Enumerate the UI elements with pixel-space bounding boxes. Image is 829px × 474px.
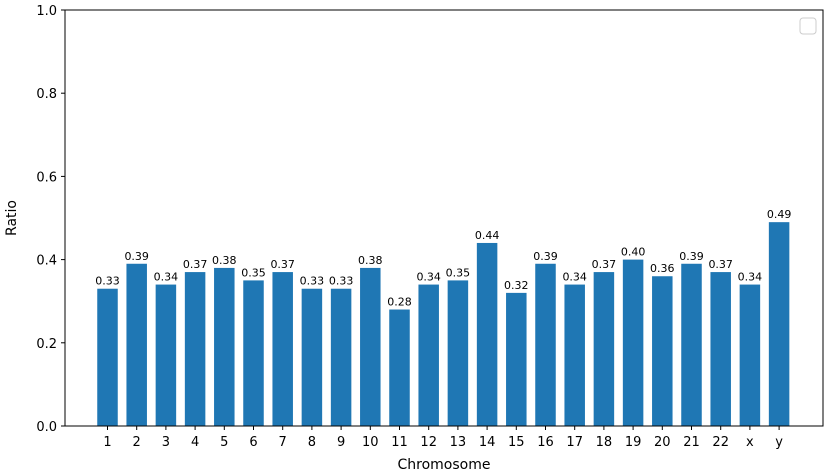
data-label-19: 0.40	[621, 246, 646, 259]
x-tick-label-18: 18	[596, 435, 613, 450]
data-label-15: 0.32	[504, 279, 529, 292]
x-tick-label-1: 1	[103, 435, 111, 450]
x-tick-label-19: 19	[625, 435, 642, 450]
data-label-2: 0.39	[124, 250, 149, 263]
y-tick-label-4: 0.8	[36, 87, 57, 102]
x-tick-label-13: 13	[450, 435, 467, 450]
data-label-6: 0.35	[241, 266, 266, 279]
y-tick-label-0: 0.0	[36, 420, 57, 435]
y-tick-label-1: 0.2	[36, 337, 57, 352]
y-axis-label: Ratio	[4, 200, 20, 236]
data-label-3: 0.34	[154, 271, 179, 284]
bar-chromosome-15	[506, 292, 527, 426]
data-label-17: 0.34	[562, 271, 587, 284]
bar-chromosome-4	[184, 272, 206, 426]
bar-chromosome-20	[652, 276, 673, 426]
x-tick-label-9: 9	[337, 435, 345, 450]
bar-chromosome-10	[360, 267, 381, 426]
x-axis: 1 2 3 4 5 6 7 8 9 10 11 12 13 14 15 16 17 18 19 20 21 22 x y	[103, 426, 783, 450]
data-label-18: 0.37	[592, 258, 617, 271]
data-label-9: 0.33	[329, 275, 354, 288]
x-tick-label-5: 5	[220, 435, 228, 450]
y-axis: 0.0 0.2 0.4 0.6 0.8 1.0	[36, 4, 65, 435]
bar-chromosome-7	[272, 272, 293, 426]
data-label-x: 0.34	[738, 271, 763, 284]
legend-box	[799, 17, 817, 35]
bar-chromosome-6	[243, 280, 264, 426]
y-tick-label-3: 0.6	[36, 170, 57, 185]
data-label-16: 0.39	[533, 250, 558, 263]
x-tick-label-y: y	[775, 435, 783, 450]
x-tick-label-3: 3	[162, 435, 170, 450]
x-tick-label-17: 17	[566, 435, 583, 450]
data-label-7: 0.37	[270, 258, 295, 271]
bar-chromosome-18	[593, 272, 615, 426]
data-labels-group: 0.33 0.39 0.34 0.37 0.38 0.35 0.37 0.33 0.33 0.38…	[95, 208, 791, 308]
data-label-14: 0.44	[475, 229, 500, 242]
data-label-y: 0.49	[767, 208, 792, 221]
data-label-13: 0.35	[446, 266, 471, 279]
x-tick-label-22: 22	[712, 435, 729, 450]
x-tick-label-8: 8	[308, 435, 316, 450]
bar-chromosome-14	[476, 242, 498, 426]
x-axis-label: Chromosome	[398, 457, 491, 473]
bar-chromosome-19	[622, 259, 644, 426]
x-tick-label-4: 4	[191, 435, 199, 450]
x-tick-label-7: 7	[279, 435, 287, 450]
data-label-22: 0.37	[708, 258, 733, 271]
y-tick-label-2: 0.4	[36, 254, 57, 269]
bar-chromosome-2	[126, 263, 147, 426]
x-tick-label-6: 6	[249, 435, 257, 450]
data-label-11: 0.28	[387, 296, 412, 309]
x-tick-label-x: x	[746, 435, 754, 450]
x-tick-label-12: 12	[420, 435, 437, 450]
plot-frame	[64, 9, 824, 427]
x-tick-label-21: 21	[683, 435, 700, 450]
x-tick-label-14: 14	[479, 435, 496, 450]
bar-chromosome-12	[418, 284, 439, 426]
data-label-10: 0.38	[358, 254, 383, 267]
bar-chromosome-11	[389, 309, 410, 426]
data-label-5: 0.38	[212, 254, 237, 267]
bar-chromosome-3	[155, 284, 177, 426]
data-label-4: 0.37	[183, 258, 208, 271]
x-tick-label-10: 10	[362, 435, 379, 450]
x-tick-label-2: 2	[133, 435, 141, 450]
bar-chromosome-16	[535, 263, 556, 426]
data-label-12: 0.34	[416, 271, 441, 284]
data-label-8: 0.33	[300, 275, 325, 288]
bar-chromosome-y	[768, 222, 790, 426]
bar-chromosome-8	[301, 288, 323, 426]
x-tick-label-16: 16	[537, 435, 554, 450]
bar-chromosome-5	[214, 267, 235, 426]
x-tick-label-11: 11	[391, 435, 408, 450]
bar-chromosome-21	[681, 263, 702, 426]
x-tick-label-15: 15	[508, 435, 525, 450]
bar-chromosome-17	[564, 284, 585, 426]
bar-chromosome-9	[330, 288, 352, 426]
data-label-1: 0.33	[95, 275, 120, 288]
bar-chromosome-13	[447, 280, 469, 426]
y-tick-label-5: 1.0	[36, 4, 57, 19]
bar-chromosome-22	[710, 272, 731, 426]
bar-chromosome-1	[97, 288, 118, 426]
data-label-20: 0.36	[650, 262, 675, 275]
bar-chromosome-x	[739, 284, 761, 426]
data-label-21: 0.39	[679, 250, 704, 263]
x-tick-label-20: 20	[654, 435, 671, 450]
bars-group	[97, 222, 790, 426]
